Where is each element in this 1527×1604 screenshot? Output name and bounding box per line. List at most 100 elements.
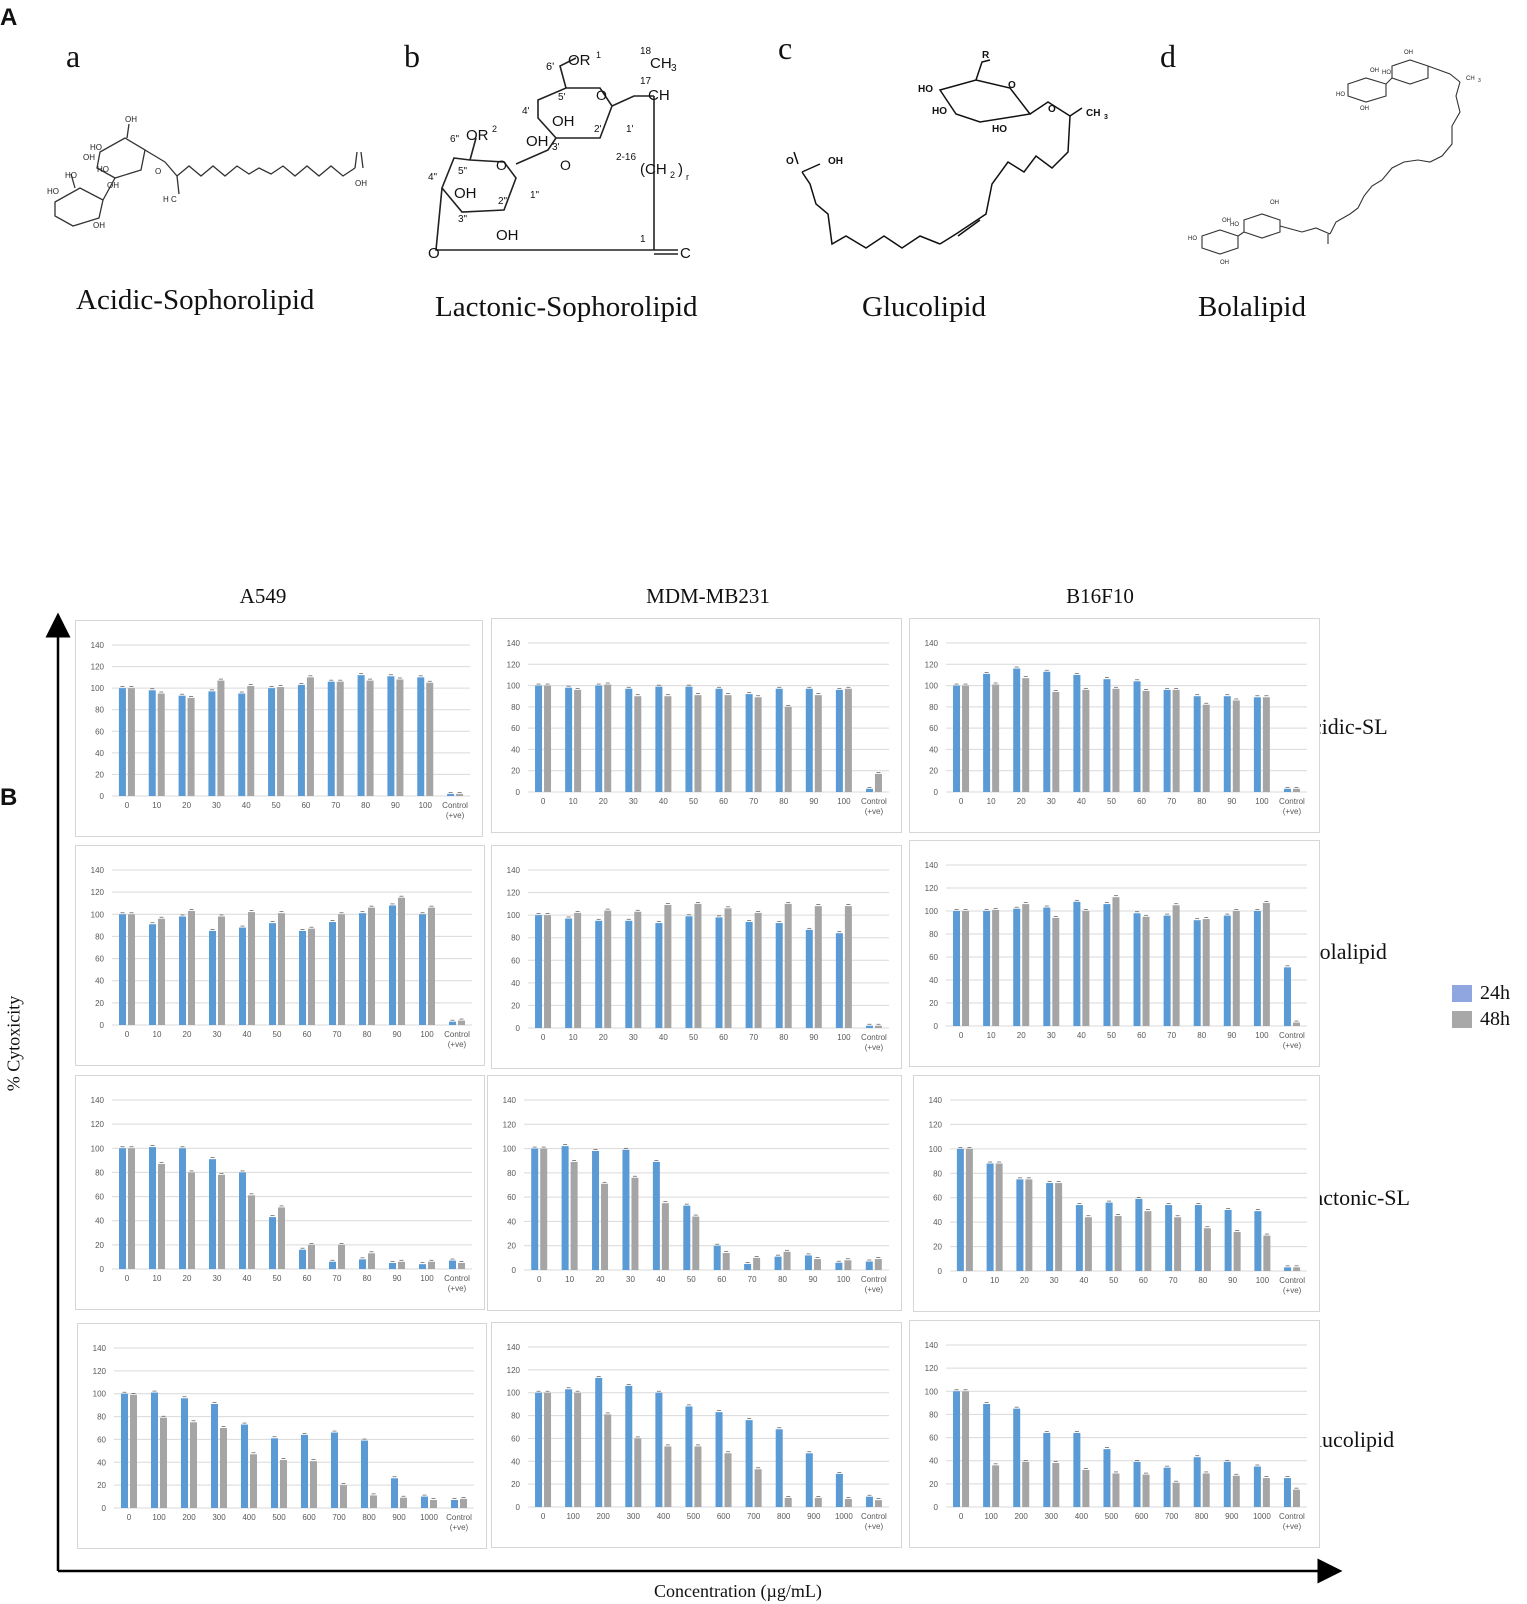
x-tick-label: 100 [566,1512,580,1521]
x-tick-label: 300 [1045,1512,1059,1521]
y-tick-label: 100 [507,1389,521,1398]
bar-24h-5 [1103,1449,1111,1507]
x-tick-label: 90 [393,1274,402,1283]
x-tick-label: 80 [363,1274,372,1283]
structure-c-label: R [982,50,990,61]
bar-24h-1 [565,1389,573,1507]
bar-48h-2 [188,910,195,1025]
structure-b-label: 3" [458,214,468,225]
x-tick-label: 20 [183,1274,192,1283]
bar-24h-9 [1223,915,1231,1026]
bar-24h-1 [983,911,991,1026]
bar-48h-5 [1114,1216,1122,1271]
bar-48h-1 [570,1161,578,1270]
bar-24h-0 [119,914,126,1025]
bar-24h-2 [1013,908,1021,1026]
structure-b-label: C [680,245,691,262]
bar-48h-7 [754,1469,762,1507]
bar-24h-9 [805,929,813,1028]
y-tick-label: 40 [929,976,938,985]
y-tick-label: 100 [925,682,939,691]
x-tick-label: Control [446,1513,472,1522]
x-tick-label: 900 [392,1513,406,1522]
x-tick-label: 20 [599,1033,608,1042]
bar-48h-0 [127,688,135,796]
y-tick-label: 60 [929,724,938,733]
structure-c-label: HO [932,106,947,117]
bar-48h-8 [1202,1473,1210,1507]
bar-24h-8 [775,688,783,792]
bar-24h-3 [622,1149,630,1270]
bar-24h-8 [359,1259,366,1269]
structure-a-drawing: OH HO OH HO HO OH HO OH O H C OH [45,110,375,270]
chart-bolalipid-mdm-mb231: 0 20 40 60 80 100 120 140 0 10 20 30 40 50 60 70 80 90 100… [491,845,902,1069]
bar-24h-11 [865,788,873,792]
y-tick-label: 80 [95,1168,104,1177]
structure-b-label: 2' [594,124,602,135]
bar-48h-9 [813,1259,821,1270]
x-tick-label: 100 [984,1512,998,1521]
y-tick-label: 20 [95,1241,104,1250]
bar-24h-11 [865,1496,873,1507]
x-tick-label: 70 [1169,1276,1178,1285]
x-tick-label: 10 [987,1031,996,1040]
x-tick-label: 90 [809,1033,818,1042]
y-tick-label: 120 [925,1364,939,1373]
bar-24h-3 [209,930,216,1025]
structure-b-label: OH [454,185,477,202]
bar-48h-0 [130,1394,137,1508]
x-tick-label: 30 [1047,797,1056,806]
bar-48h-3 [218,1174,225,1269]
x-tick-label: 60 [719,797,728,806]
bar-48h-7 [340,1485,347,1508]
y-tick-label: 20 [97,1481,106,1490]
bar-48h-0 [965,1148,973,1271]
bar-24h-10 [419,1264,426,1269]
y-tick-label: 120 [929,1120,943,1129]
bar-24h-0 [535,1392,543,1507]
bar-24h-1 [561,1146,569,1270]
bar-48h-2 [1025,1179,1033,1271]
bar-24h-8 [359,913,366,1025]
bar-48h-5 [277,687,285,796]
bar-24h-7 [745,1420,753,1507]
x-tick-label: 30 [1047,1031,1056,1040]
y-tick-label: 80 [511,703,520,712]
bar-24h-4 [652,1161,660,1270]
x-tick-label: 0 [125,1274,130,1283]
y-tick-label: 100 [91,684,105,693]
bar-48h-5 [1112,1473,1120,1507]
bar-24h-11 [865,1261,873,1270]
x-tick-label: 90 [1227,797,1236,806]
bar-24h-3 [1046,1183,1054,1271]
bar-24h-9 [805,1453,813,1507]
y-tick-label: 120 [507,889,521,898]
x-tick-label: 30 [213,1030,222,1039]
x-tick-label: 40 [1079,1276,1088,1285]
bar-24h-10 [417,677,425,796]
chart-svg: 0 20 40 60 80 100 120 140 0 100 200 300 400 500 600 700… [93,1344,474,1532]
bar-24h-3 [625,688,633,792]
bar-48h-8 [1202,704,1210,792]
bar-48h-4 [247,685,255,796]
bar-24h-6 [1135,1198,1143,1271]
bar-48h-0 [962,911,970,1026]
bar-24h-8 [1193,696,1201,792]
x-tick-label: 100 [837,1275,851,1284]
y-tick-label: 60 [507,1193,516,1202]
bar-48h-8 [784,1497,792,1507]
bar-48h-6 [308,1244,315,1269]
bar-48h-1 [992,909,1000,1026]
structure-b-label: 2" [498,196,508,207]
bar-48h-3 [217,680,225,796]
bar-24h-9 [804,1255,812,1270]
bar-24h-8 [1194,1205,1202,1271]
structure-d-label: CH [1466,76,1475,82]
bar-48h-10 [1262,902,1270,1026]
structure-b-label: 4" [428,172,438,183]
x-tick-label: 20 [1017,1031,1026,1040]
bar-48h-9 [814,1497,822,1507]
structure-b-label: OH [496,227,519,244]
bar-24h-8 [357,675,365,796]
bar-48h-11 [874,773,882,792]
